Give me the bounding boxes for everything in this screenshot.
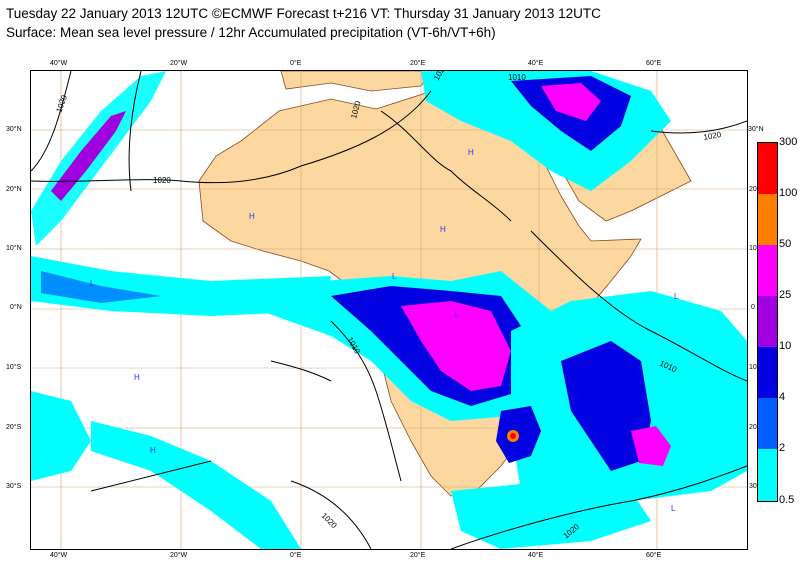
isobar-line bbox=[290, 480, 372, 549]
right-lat-tick: 30 bbox=[749, 483, 757, 490]
right-lat-tick: 30°N bbox=[748, 126, 764, 133]
isobar-line bbox=[380, 110, 512, 222]
isobar-layer bbox=[31, 71, 747, 549]
isobar-label: 1020 bbox=[320, 511, 339, 530]
legend-band-10 bbox=[758, 347, 777, 398]
high-pressure-marker: H bbox=[134, 373, 140, 382]
left-lat-tick: 10°S bbox=[6, 364, 22, 371]
left-lat-tick: 0°N bbox=[10, 304, 22, 311]
precipitation-layer bbox=[31, 71, 747, 549]
legend-label: 0.5 bbox=[779, 494, 795, 506]
precip-band-itcz-west-inner bbox=[41, 271, 161, 303]
legend-label: 2 bbox=[779, 442, 786, 454]
weather-map[interactable]: 1020 1020 1020 1020 1010 1020 1010 1010 … bbox=[31, 71, 747, 549]
precip-heavy-mideast bbox=[541, 83, 601, 121]
left-lat-tick: 20°N bbox=[6, 186, 22, 193]
high-pressure-marker: H bbox=[440, 225, 446, 234]
top-lon-tick: 60°E bbox=[646, 60, 662, 67]
precip-band-southwest bbox=[31, 391, 91, 481]
top-lon-tick: 40°E bbox=[528, 60, 544, 67]
isobar-label: 1020 bbox=[153, 176, 171, 185]
high-pressure-marker: H bbox=[249, 212, 255, 221]
legend-band-2 bbox=[758, 449, 777, 501]
map-frame[interactable]: 1020 1020 1020 1020 1010 1020 1010 1010 … bbox=[30, 70, 748, 550]
isobar-line bbox=[450, 465, 747, 549]
left-lat-tick: 10°N bbox=[6, 245, 22, 252]
legend-label: 10 bbox=[779, 340, 792, 352]
legend-label: 25 bbox=[779, 289, 792, 301]
legend-band-4 bbox=[758, 398, 777, 449]
left-lat-tick: 30°S bbox=[6, 483, 22, 490]
bottom-lon-tick: 40°W bbox=[50, 552, 68, 559]
high-pressure-marker: H bbox=[150, 446, 156, 455]
precip-heavy-congo bbox=[401, 301, 511, 391]
bottom-lon-tick: 0°E bbox=[290, 552, 302, 559]
high-pressure-marker: H bbox=[468, 148, 474, 157]
low-pressure-marker: L bbox=[392, 272, 397, 281]
left-lat-tick: 20°S bbox=[6, 424, 22, 431]
bottom-lon-tick: 60°E bbox=[646, 552, 662, 559]
left-lat-tick: 30°N bbox=[6, 126, 22, 133]
right-lat-tick: 10 bbox=[749, 364, 757, 371]
isobar-label: 1020 bbox=[54, 93, 69, 113]
map-subtitle: Surface: Mean sea level pressure / 12hr … bbox=[6, 25, 496, 40]
legend-label: 300 bbox=[779, 136, 798, 148]
bottom-lon-tick: 20°W bbox=[170, 552, 188, 559]
isobar-line bbox=[270, 360, 332, 382]
precip-core-indian bbox=[561, 341, 651, 471]
isobar-line bbox=[31, 90, 432, 184]
isobar-line bbox=[128, 71, 142, 192]
isobar-line bbox=[530, 230, 747, 382]
precip-band-atlantic-north bbox=[31, 71, 166, 246]
low-pressure-marker: L bbox=[674, 292, 679, 301]
low-pressure-marker: L bbox=[454, 310, 459, 319]
legend-band-300 bbox=[758, 143, 777, 194]
top-lon-tick: 40°W bbox=[50, 60, 68, 67]
top-lon-tick: 20°W bbox=[170, 60, 188, 67]
isobar-label: 1020 bbox=[432, 71, 449, 82]
right-lat-tick: 20 bbox=[749, 424, 757, 431]
isobar-line bbox=[90, 460, 212, 492]
isobar-line bbox=[330, 320, 402, 482]
isobar-label: 1020 bbox=[703, 130, 723, 142]
precip-heavy-east bbox=[631, 426, 671, 466]
low-pressure-marker: L bbox=[671, 504, 676, 513]
isobar-line bbox=[650, 120, 747, 134]
precip-band-south-atlantic bbox=[91, 421, 301, 549]
bottom-lon-tick: 40°E bbox=[528, 552, 544, 559]
legend-band-25 bbox=[758, 296, 777, 347]
map-title: Tuesday 22 January 2013 12UTC ©ECMWF For… bbox=[6, 6, 601, 21]
mediterranean-coast bbox=[280, 71, 432, 92]
right-lat-tick: 20 bbox=[749, 186, 757, 193]
legend-band-100 bbox=[758, 194, 777, 245]
pressure-center-layer: H H H H L L L L H L bbox=[90, 148, 679, 513]
top-lon-tick: 20°E bbox=[410, 60, 426, 67]
legend-band-50 bbox=[758, 245, 777, 296]
right-lat-tick: 0 bbox=[751, 304, 755, 311]
precip-core-atlantic-north bbox=[51, 111, 126, 201]
right-lat-tick: 10 bbox=[749, 245, 757, 252]
legend-label: 50 bbox=[779, 238, 792, 250]
bottom-lon-tick: 20°E bbox=[410, 552, 426, 559]
low-pressure-marker: L bbox=[90, 279, 95, 288]
isobar-line bbox=[31, 71, 72, 172]
precip-legend-bar bbox=[757, 142, 778, 502]
isobar-label: 1010 bbox=[508, 73, 526, 82]
precip-cyclone-eye bbox=[510, 433, 516, 439]
legend-label: 100 bbox=[779, 187, 798, 199]
legend-label: 4 bbox=[779, 391, 786, 403]
top-lon-tick: 0°E bbox=[290, 60, 302, 67]
